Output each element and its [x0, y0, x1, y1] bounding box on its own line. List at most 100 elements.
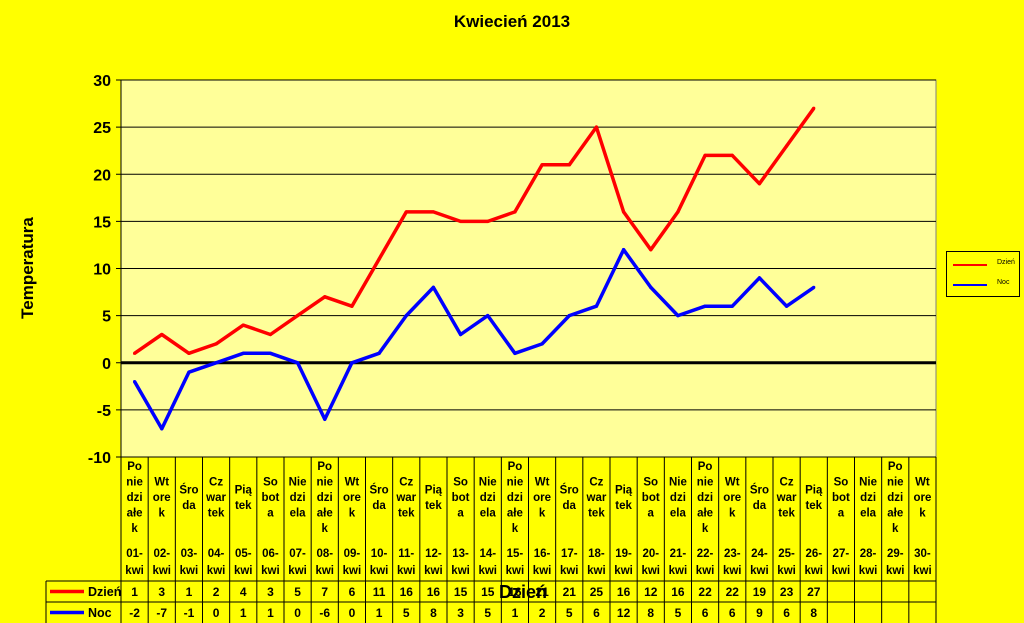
x-category-day: a [457, 508, 464, 520]
y-tick-label: 0 [102, 356, 111, 373]
x-category-day: bot [261, 492, 279, 504]
data-table-series-name: Noc [88, 606, 112, 620]
data-point [757, 182, 762, 186]
x-category-day: Cz [399, 477, 413, 489]
x-category-date: 10- [371, 548, 388, 560]
data-point [486, 219, 490, 223]
data-point [703, 153, 707, 157]
data-point [431, 210, 436, 214]
data-point [540, 342, 544, 346]
x-category-day: Po [508, 461, 523, 473]
x-category-day: nie [697, 477, 714, 489]
x-category-day: bot [832, 492, 850, 504]
data-point [730, 304, 734, 308]
data-table-value: -6 [319, 606, 330, 620]
x-category-day: bot [642, 492, 660, 504]
data-point [458, 332, 463, 337]
x-category-date: 08- [316, 548, 333, 560]
x-category-day: ore [913, 492, 931, 504]
data-table-value: 21 [563, 585, 577, 599]
x-category-date: 04- [208, 548, 225, 560]
x-category-day: nie [126, 477, 143, 489]
data-table-value: 5 [675, 606, 682, 620]
data-table-value: 2 [539, 606, 546, 620]
x-category-day: ela [290, 508, 307, 520]
data-table-value: 22 [726, 585, 740, 599]
x-category-date: 01- [126, 548, 143, 560]
y-tick-label: -5 [97, 403, 111, 420]
x-category-day: a [267, 508, 274, 520]
x-category-day: k [539, 508, 546, 520]
x-category-day: k [919, 508, 926, 520]
y-tick-label: 5 [102, 309, 111, 326]
data-table-value: 5 [294, 585, 301, 599]
data-point [784, 144, 789, 148]
legend-label-day: Dzień [997, 259, 1015, 266]
data-point [377, 257, 381, 261]
series-line [133, 247, 815, 431]
data-point [404, 314, 408, 318]
data-table-value: 1 [240, 606, 247, 620]
data-table-value: 22 [698, 585, 712, 599]
data-table-value: 4 [240, 585, 247, 599]
data-table-value: 5 [566, 606, 573, 620]
x-category-day: a [648, 508, 655, 520]
x-axis-label: Dzień [499, 582, 548, 602]
x-category-day: Po [127, 461, 142, 473]
x-category-day: Po [698, 461, 713, 473]
data-table-value: -1 [184, 606, 195, 620]
x-category-day: Nie [479, 477, 497, 489]
x-category-day: Nie [289, 477, 307, 489]
x-category-date: kwi [723, 565, 742, 577]
x-category-day: k [729, 508, 736, 520]
x-category-day: So [263, 477, 278, 489]
legend-swatch-day [953, 264, 987, 266]
data-point [160, 427, 164, 431]
data-table-value: 16 [400, 585, 414, 599]
x-category-day: Po [888, 461, 903, 473]
data-point [513, 210, 517, 214]
x-category-day: war [776, 492, 797, 504]
x-category-date: kwi [343, 565, 362, 577]
data-point [594, 125, 599, 129]
x-category-date: kwi [669, 565, 688, 577]
data-point [160, 332, 164, 337]
data-table-value: 12 [644, 585, 658, 599]
data-table-value: 21 [535, 585, 549, 599]
x-category-day: tek [778, 508, 795, 520]
data-point [649, 285, 653, 289]
x-category-date: 27- [833, 548, 850, 560]
x-category-date: kwi [886, 565, 905, 577]
data-table-value: 1 [376, 606, 383, 620]
x-category-day: tek [208, 508, 225, 520]
x-category-day: k [322, 523, 329, 535]
x-category-date: kwi [859, 565, 878, 577]
data-point [594, 304, 599, 308]
x-category-day: Cz [209, 477, 223, 489]
x-category-day: Pią [425, 484, 443, 496]
x-category-date: kwi [913, 565, 932, 577]
data-table-value: 1 [512, 606, 519, 620]
x-category-date: kwi [261, 565, 280, 577]
data-point [513, 351, 517, 355]
x-category-day: So [834, 477, 849, 489]
data-point [132, 351, 137, 355]
x-category-day: nie [887, 477, 904, 489]
x-category-date: 17- [561, 548, 578, 560]
x-category-day: dzi [127, 492, 143, 504]
x-category-day: dzi [887, 492, 903, 504]
data-table-value: 5 [484, 606, 491, 620]
x-category-date: 11- [398, 548, 414, 560]
x-category-day: war [205, 492, 226, 504]
x-category-day: da [372, 500, 386, 512]
x-category-day: tek [425, 500, 442, 512]
x-category-day: war [395, 492, 416, 504]
data-point [187, 351, 191, 355]
x-category-day: ałe [507, 508, 523, 520]
data-table-value: 1 [131, 585, 138, 599]
x-category-day: Wt [915, 477, 930, 489]
data-point [540, 163, 544, 167]
x-category-day: tek [235, 500, 252, 512]
data-table-value: 3 [158, 585, 165, 599]
data-point [241, 351, 245, 355]
